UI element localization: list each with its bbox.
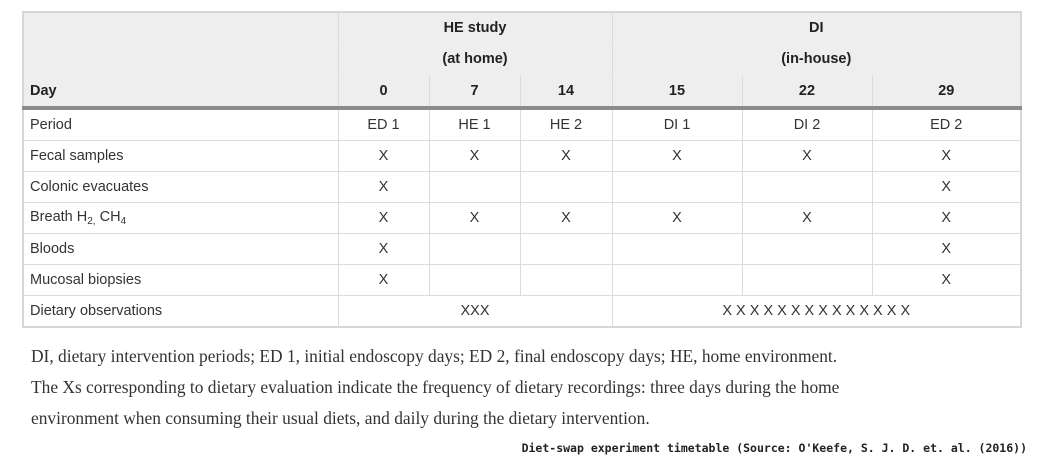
row-label-fecal-samples: Fecal samples bbox=[22, 140, 339, 172]
table-cell: HE 2 bbox=[519, 107, 613, 141]
table-cell: X bbox=[428, 140, 521, 172]
footnote-line: DI, dietary intervention periods; ED 1, … bbox=[31, 346, 838, 366]
table-cell: X bbox=[519, 140, 613, 172]
table-row: Period ED 1 HE 1 HE 2 DI 1 DI 2 ED 2 bbox=[22, 107, 1022, 141]
table-cell bbox=[428, 264, 521, 296]
table-cell: X bbox=[337, 140, 430, 172]
table-cell: X bbox=[871, 171, 1022, 203]
table-cell: X bbox=[337, 171, 430, 203]
row-label-colonic-evacuates: Colonic evacuates bbox=[22, 171, 339, 203]
day-header: Day bbox=[22, 74, 339, 110]
he-study-title: HE study bbox=[337, 11, 613, 44]
table-cell: HE 1 bbox=[428, 107, 521, 141]
table-cell bbox=[611, 264, 743, 296]
table-cell: ED 2 bbox=[871, 107, 1022, 141]
table-cell bbox=[519, 233, 613, 265]
row-label-bloods: Bloods bbox=[22, 233, 339, 265]
table-cell bbox=[519, 264, 613, 296]
table-row: Mucosal biopsies X X bbox=[22, 264, 1022, 296]
table-cell: X bbox=[337, 233, 430, 265]
table-cell: ED 1 bbox=[337, 107, 430, 141]
table-cell: X bbox=[519, 202, 613, 234]
dietary-he-value: XXX bbox=[337, 295, 613, 328]
day-column-header: 0 bbox=[337, 74, 430, 110]
header-blank-cell bbox=[22, 43, 339, 75]
table-cell bbox=[741, 264, 873, 296]
table-cell: DI 1 bbox=[611, 107, 743, 141]
day-column-header: 22 bbox=[741, 74, 873, 110]
header-blank-cell bbox=[22, 11, 339, 44]
timetable: HE study DI (at home) (in-house) Day 0 7… bbox=[22, 11, 1023, 328]
table-cell: X bbox=[337, 202, 430, 234]
table-cell: X bbox=[871, 233, 1022, 265]
table-cell: X bbox=[871, 202, 1022, 234]
table-row: Breath H2, CH4 X X X X X X bbox=[22, 202, 1022, 234]
table-footnote: DI, dietary intervention periods; ED 1, … bbox=[31, 341, 1021, 434]
table-cell bbox=[741, 233, 873, 265]
table-cell: X bbox=[611, 140, 743, 172]
day-column-header: 15 bbox=[611, 74, 743, 110]
footnote-line: The Xs corresponding to dietary evaluati… bbox=[31, 377, 840, 397]
table-cell bbox=[428, 171, 521, 203]
footnote-line: environment when consuming their usual d… bbox=[31, 408, 650, 428]
table-cell: X bbox=[871, 264, 1022, 296]
di-subtitle: (in-house) bbox=[611, 43, 1022, 75]
he-study-subtitle: (at home) bbox=[337, 43, 613, 75]
table-cell bbox=[611, 233, 743, 265]
day-column-header: 14 bbox=[519, 74, 613, 110]
table-row: Dietary observations XXX X X X X X X X X… bbox=[22, 295, 1022, 328]
di-title: DI bbox=[611, 11, 1022, 44]
table-cell bbox=[428, 233, 521, 265]
day-column-header: 29 bbox=[871, 74, 1022, 110]
row-label-breath: Breath H2, CH4 bbox=[22, 202, 339, 234]
table-row: Colonic evacuates X X bbox=[22, 171, 1022, 203]
table-cell: X bbox=[611, 202, 743, 234]
row-label-period: Period bbox=[22, 107, 339, 141]
table-cell: X bbox=[871, 140, 1022, 172]
row-label-dietary-observations: Dietary observations bbox=[22, 295, 339, 328]
table-cell: X bbox=[741, 202, 873, 234]
table-cell: X bbox=[741, 140, 873, 172]
day-column-header: 7 bbox=[428, 74, 521, 110]
table-cell bbox=[519, 171, 613, 203]
table-cell bbox=[611, 171, 743, 203]
table-cell: DI 2 bbox=[741, 107, 873, 141]
table-row: Bloods X X bbox=[22, 233, 1022, 265]
row-label-mucosal-biopsies: Mucosal biopsies bbox=[22, 264, 339, 296]
table-row: Fecal samples X X X X X X bbox=[22, 140, 1022, 172]
table-cell: X bbox=[428, 202, 521, 234]
table-cell bbox=[741, 171, 873, 203]
table-cell: X bbox=[337, 264, 430, 296]
figure-caption: Diet-swap experiment timetable (Source: … bbox=[521, 441, 1027, 455]
dietary-di-value: X X X X X X X X X X X X X X bbox=[611, 295, 1022, 328]
